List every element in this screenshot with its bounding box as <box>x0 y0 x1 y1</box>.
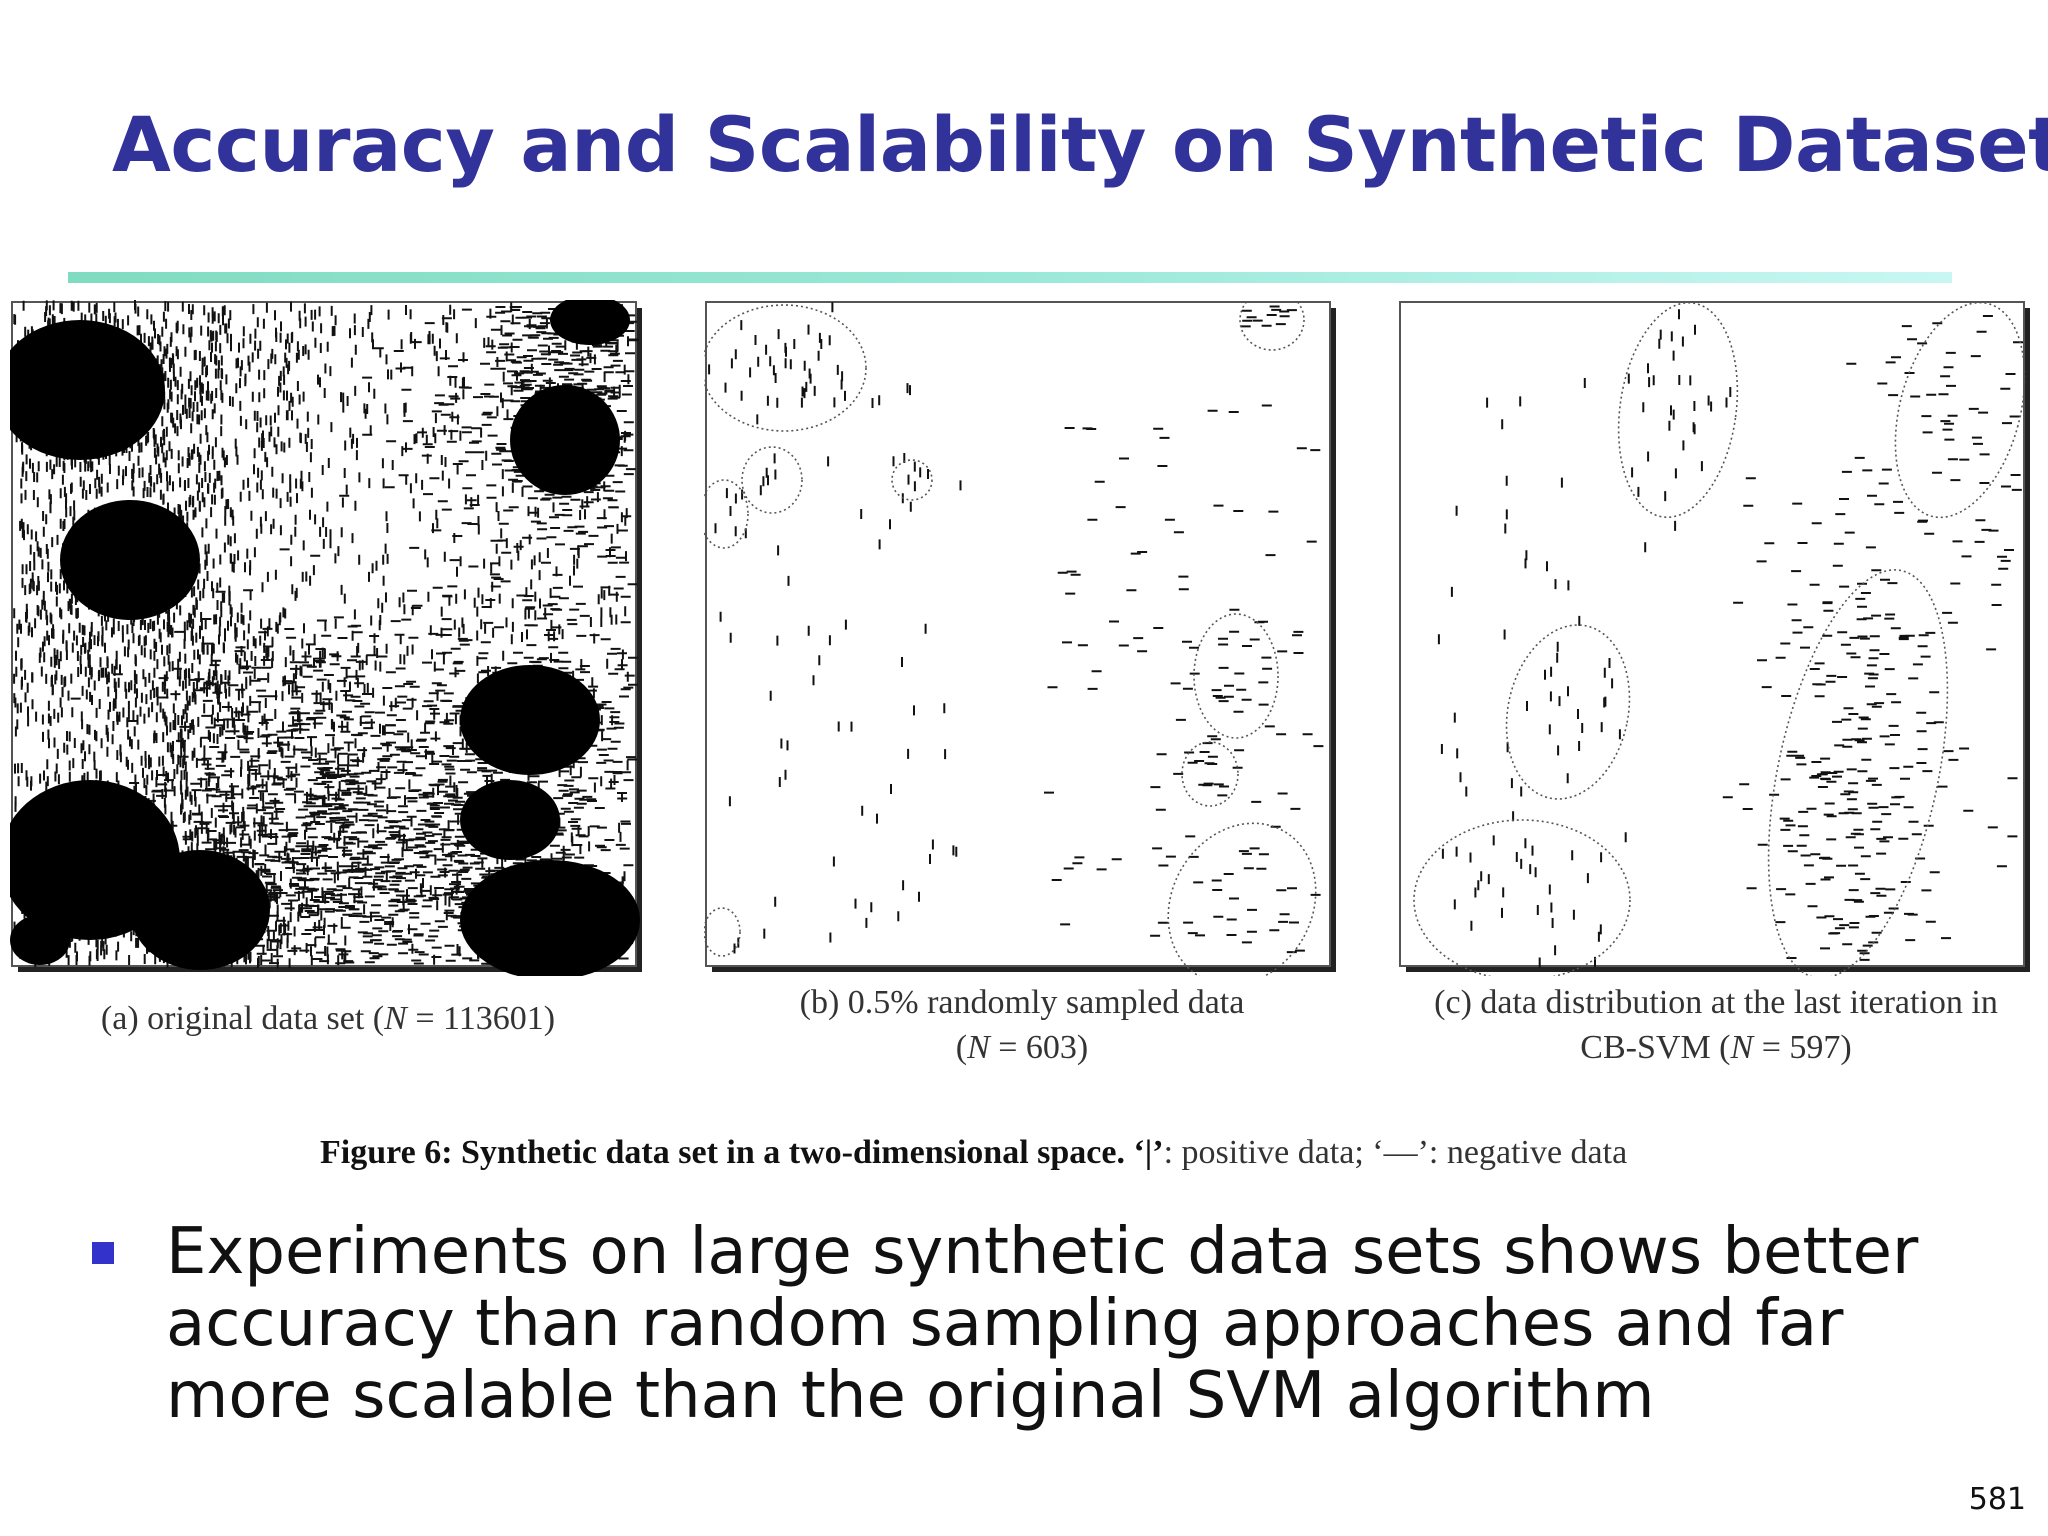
title-divider <box>68 272 1952 283</box>
figure-panel-c-cbsvm-data <box>1398 300 2034 976</box>
panel-c-caption-pre: CB-SVM ( <box>1580 1029 1731 1066</box>
scatter-plot-cbsvm <box>1399 301 2030 976</box>
figure-panel-b-sampled-data <box>704 300 1340 976</box>
panel-b-caption-line2: (N = 603) <box>704 1025 1340 1070</box>
figure-caption: Figure 6: Synthetic data set in a two-di… <box>320 1134 1627 1172</box>
panel-a-caption-prefix: (a) original data set ( <box>100 1000 385 1037</box>
figure-panel-a-original-data <box>10 300 646 976</box>
panel-b-caption-line1: (b) 0.5% randomly sampled data <box>799 984 1245 1021</box>
panel-c-caption-n: N <box>1730 1029 1754 1066</box>
panel-c-caption-line2: CB-SVM (N = 597) <box>1398 1025 2034 1070</box>
panel-b-caption-open: ( <box>955 1029 968 1066</box>
panel-a-caption: (a) original data set (N = 113601) <box>10 996 646 1041</box>
panel-b-caption-n: N <box>967 1029 990 1066</box>
panel-a-caption-suffix: = 113601) <box>406 1000 556 1037</box>
panel-c-caption-line1: (c) data distribution at the last iterat… <box>1434 984 1998 1021</box>
panel-c-caption-rest: = 597) <box>1753 1029 1852 1066</box>
slide-title: Accuracy and Scalability on Synthetic Da… <box>112 100 2048 189</box>
figure-caption-rest: : positive data; ‘—’: negative data <box>1163 1134 1628 1171</box>
figure-caption-bold: Figure 6: Synthetic data set in a two-di… <box>320 1134 1164 1171</box>
panel-a-caption-n: N <box>384 1000 407 1037</box>
scatter-plot-sampled <box>704 300 1336 976</box>
bullet-item: Experiments on large synthetic data sets… <box>166 1215 1919 1433</box>
bullet-square-icon <box>92 1242 114 1264</box>
page-number: 581 <box>1968 1482 2026 1517</box>
panel-c-caption: (c) data distribution at the last iterat… <box>1398 980 2034 1070</box>
panel-b-caption: (b) 0.5% randomly sampled data (N = 603) <box>704 980 1340 1070</box>
scatter-plot-original <box>10 300 642 976</box>
panel-b-caption-rest: = 603) <box>989 1029 1089 1066</box>
